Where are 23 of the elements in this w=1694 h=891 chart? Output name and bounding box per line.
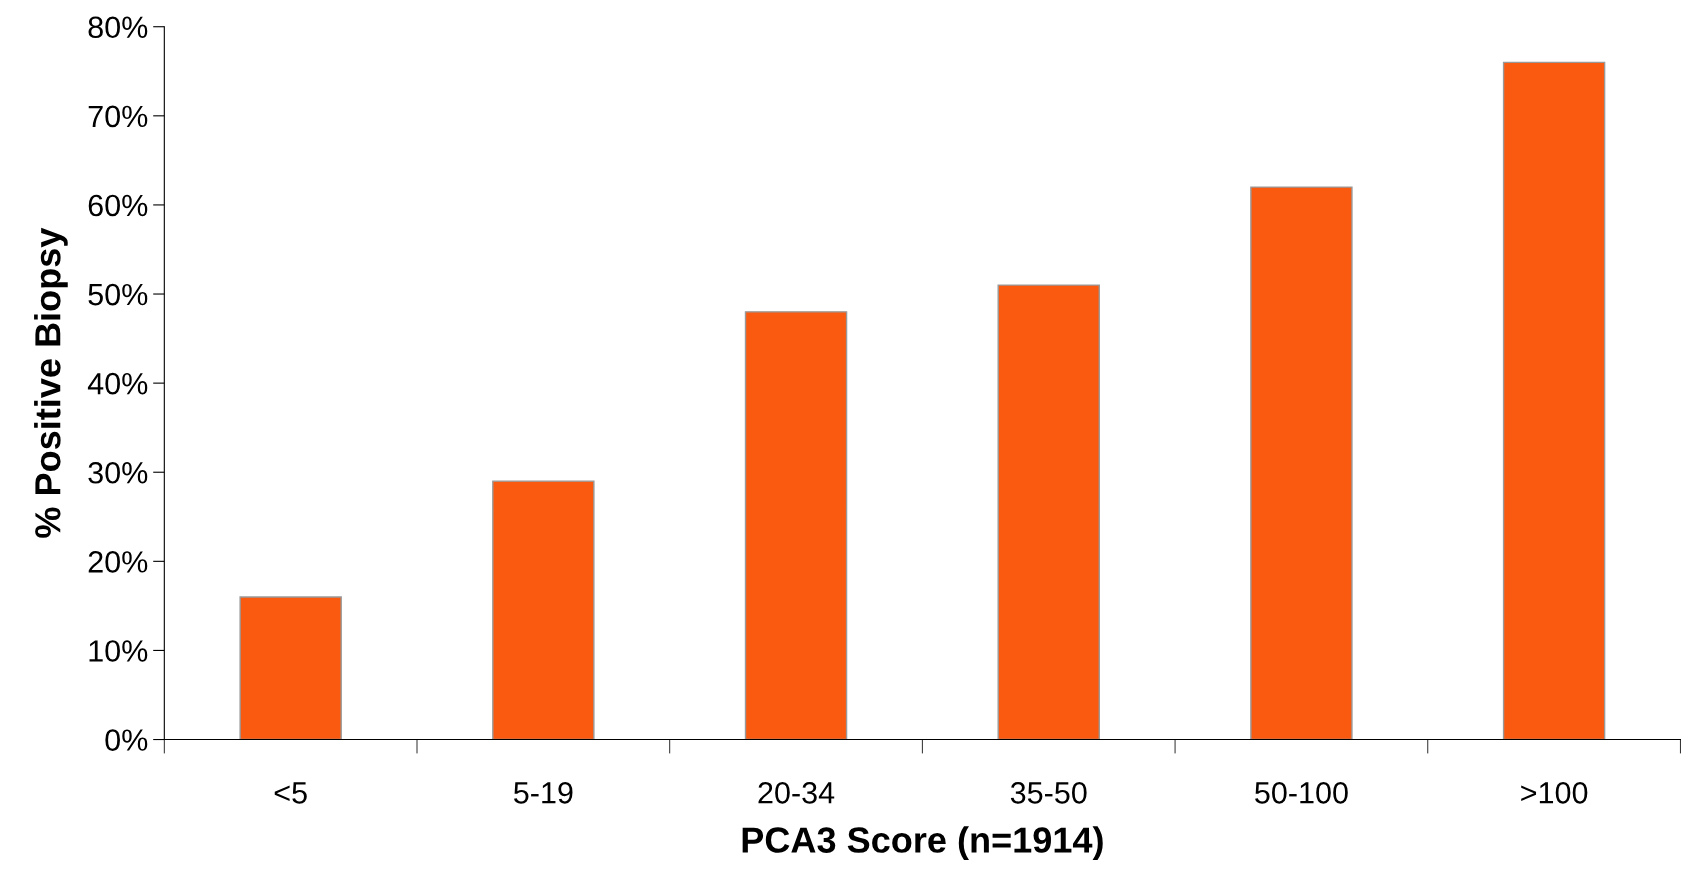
y-tick-label: 70%: [88, 105, 148, 128]
bar: [239, 596, 342, 740]
y-tick-label: 0%: [105, 729, 148, 751]
y-tick-label: 20%: [88, 551, 148, 573]
x-tick-label: 20-34: [758, 782, 835, 804]
bar: [1250, 186, 1353, 740]
x-tick-label: >100: [1521, 782, 1588, 804]
bar: [744, 311, 848, 740]
y-tick-label: 30%: [88, 461, 148, 484]
y-tick-label: 50%: [88, 283, 148, 306]
x-tick-label: 50-100: [1255, 782, 1348, 804]
y-tick-label: 10%: [89, 640, 148, 662]
y-tick-label: 80%: [88, 16, 148, 39]
y-tick-label: 40%: [87, 372, 148, 395]
y-axis-title: % Positive Biopsy: [34, 227, 68, 538]
x-tick-label: 5-19: [514, 782, 573, 804]
x-tick-label: <5: [274, 782, 307, 804]
bar: [1502, 61, 1606, 740]
x-axis-title: PCA3 Score (n=1914): [742, 826, 1103, 861]
x-tick-label: 35-50: [1010, 782, 1087, 804]
y-tick-label: 60%: [88, 194, 148, 217]
bar: [997, 284, 1100, 740]
bar: [492, 480, 595, 740]
